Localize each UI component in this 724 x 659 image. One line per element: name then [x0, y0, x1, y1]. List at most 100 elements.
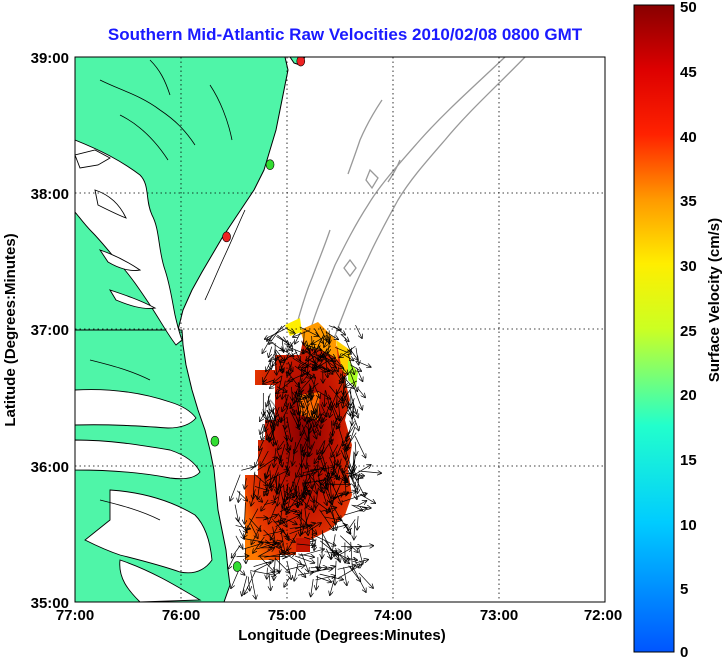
velocity-vector	[236, 490, 247, 501]
velocity-vector	[306, 523, 321, 533]
velocity-vector	[297, 473, 315, 478]
velocity-vector	[312, 334, 328, 344]
colorbar-tick-label: 45	[680, 64, 697, 81]
colorbar-tick-label: 40	[680, 129, 697, 146]
velocity-vector	[307, 390, 315, 413]
velocity-vector	[260, 450, 269, 466]
velocity-vector	[263, 529, 281, 547]
velocity-vector	[285, 431, 288, 452]
velocity-vector	[263, 531, 283, 536]
velocity-vector	[356, 387, 365, 398]
velocity-vector	[342, 494, 367, 503]
velocity-vector	[273, 356, 280, 366]
velocity-vector	[235, 517, 247, 533]
velocity-vector	[269, 400, 272, 411]
velocity-vector	[316, 575, 318, 590]
velocity-vector	[264, 502, 275, 505]
velocity-vector	[276, 336, 292, 346]
velocity-vector	[253, 536, 265, 553]
velocity-vector	[322, 533, 334, 556]
velocity-vector	[340, 449, 349, 468]
velocity-vector	[270, 472, 279, 487]
y-tick-label: 37:00	[31, 322, 69, 339]
velocity-vector	[299, 486, 300, 499]
velocity-vector	[291, 386, 292, 400]
velocity-vector	[337, 392, 338, 407]
velocity-vector	[354, 407, 358, 418]
velocity-vector	[302, 444, 304, 456]
velocity-vector	[296, 453, 306, 477]
y-tick-label: 36:00	[31, 459, 69, 476]
velocity-vector	[242, 575, 248, 596]
velocity-vector	[310, 376, 320, 398]
velocity-vector	[319, 509, 333, 531]
velocity-vector	[326, 350, 338, 371]
velocity-vector	[259, 438, 265, 450]
radar-site-marker	[210, 435, 220, 447]
velocity-vector	[280, 454, 282, 467]
velocity-vector	[303, 483, 305, 498]
velocity-vector	[286, 560, 291, 579]
velocity-vector	[331, 420, 332, 436]
velocity-vector	[269, 325, 283, 344]
velocity-vector	[257, 457, 277, 471]
velocity-vector	[243, 538, 268, 543]
velocity-vector	[301, 424, 308, 441]
x-tick-label: 73:00	[480, 607, 518, 624]
velocity-vector	[298, 374, 302, 395]
velocity-vector	[271, 518, 288, 538]
velocity-vector	[267, 567, 268, 579]
velocity-vector	[287, 364, 291, 376]
velocity-vector	[350, 364, 361, 371]
velocity-vector	[353, 568, 366, 592]
velocity-vector	[320, 508, 337, 512]
velocity-vector	[245, 548, 246, 563]
colorbar-tick-label: 5	[680, 581, 688, 598]
velocity-vector	[289, 371, 310, 381]
velocity-vector	[279, 486, 285, 510]
velocity-vector	[333, 325, 345, 335]
velocity-vector	[322, 440, 325, 454]
velocity-vector	[308, 419, 316, 438]
velocity-vector	[318, 403, 322, 422]
velocity-vector	[236, 556, 248, 557]
velocity-vector	[324, 516, 342, 520]
velocity-vector	[241, 467, 253, 471]
velocity-vector	[325, 390, 331, 409]
map-title: Southern Mid-Atlantic Raw Velocities 201…	[108, 25, 583, 44]
velocity-vector	[246, 508, 259, 531]
velocity-vector	[358, 471, 382, 473]
velocity-vector	[300, 368, 315, 377]
velocity-vector	[263, 364, 273, 381]
velocity-vector	[277, 375, 283, 399]
velocity-vector	[358, 572, 373, 588]
velocity-vector	[354, 418, 358, 431]
velocity-vector	[258, 478, 261, 499]
colorbar-tick-label: 25	[680, 323, 697, 340]
velocity-vector	[335, 347, 351, 353]
velocity-vector	[337, 565, 362, 579]
velocity-vector	[358, 547, 363, 564]
velocity-vector	[280, 550, 301, 564]
velocity-vector	[329, 493, 343, 503]
colorbar-tick-label: 20	[680, 387, 697, 404]
velocity-vector	[282, 553, 294, 560]
velocity-vector	[346, 473, 364, 476]
velocity-vector	[298, 517, 303, 527]
velocity-vector	[254, 486, 268, 490]
velocity-vector	[250, 570, 275, 576]
velocity-vector	[306, 455, 307, 469]
velocity-vector	[268, 395, 269, 414]
velocity-vector	[325, 355, 327, 377]
velocity-vector	[338, 426, 346, 451]
velocity-vector	[293, 409, 300, 426]
colorbar-scale	[633, 4, 675, 653]
velocity-vector	[298, 553, 314, 557]
velocity-vector	[245, 478, 247, 488]
velocity-vector	[310, 467, 334, 471]
velocity-vector	[354, 436, 365, 457]
velocity-vector	[301, 402, 305, 420]
velocity-vector	[347, 353, 354, 374]
velocity-vector	[299, 360, 316, 370]
velocity-vector	[289, 402, 294, 414]
